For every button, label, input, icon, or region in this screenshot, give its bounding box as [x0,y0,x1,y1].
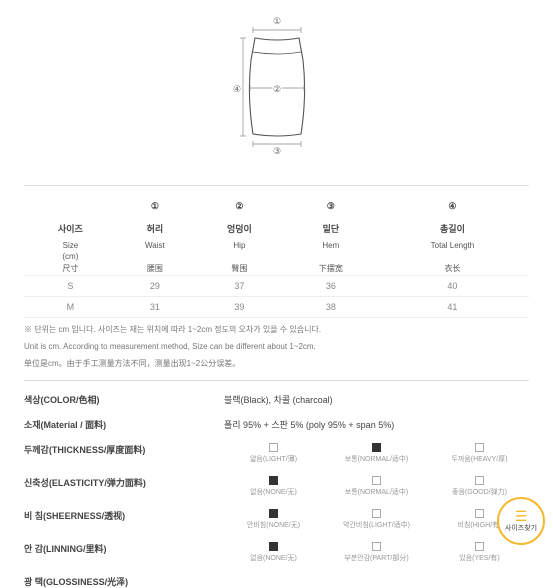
scale-label: 보통(NORMAL/适中) [327,454,426,464]
row-material: 소재(Material / 面料) 폴리 95% + 스판 5% (poly 9… [24,418,529,431]
label-material: 소재(Material / 面料) [24,418,224,431]
skirt-diagram: ① ④ ② ③ [24,16,529,161]
scale-option: 좋음(GOOD/弹力) [430,476,529,497]
scale-option: 약간비침(LIGHT/适中) [327,509,426,530]
table-row: S 29 37 36 40 [24,276,529,297]
scale-label: 없음(NONE/无) [224,487,323,497]
scale-option: 안비침(NONE/无) [224,509,323,530]
row-glossiness: 광 택(GLOSSINESS/光泽) [24,575,529,588]
scale-box [372,509,381,518]
row-elasticity: 신축성(ELASTICITY/弹力面料) 없음(NONE/无) 보통(NORMAL… [24,476,529,497]
th-length: 총길이 [376,217,529,240]
sub-hip: Hip [193,240,286,251]
label-sheerness: 비 침(SHEERNESS/透视) [24,509,224,522]
scale-option: 없음(NONE/无) [224,476,323,497]
scale-thickness: 얇음(LIGHT/薄) 보통(NORMAL/适中) 두꺼움(HEAVY/厚) [224,443,529,464]
th-waist: 허리 [117,217,193,240]
scale-label: 보통(NORMAL/适中) [327,487,426,497]
scale-label: 안비침(NONE/无) [224,520,323,530]
th-hip: 엉덩이 [193,217,286,240]
scale-elasticity: 없음(NONE/无) 보통(NORMAL/适中) 좋음(GOOD/弹力) [224,476,529,497]
note-3: 单位是cm。由于手工测量方法不同，测量出现1~2公分误差。 [24,358,529,371]
size-table: ① ② ③ ④ 사이즈 허리 엉덩이 밑단 총길이 Size Waist Hip… [24,196,529,318]
sub2-waist: 腰围 [117,262,193,276]
scale-label: 있음(YES/有) [430,553,529,563]
scale-label: 두꺼움(HEAVY/厚) [430,454,529,464]
sub2-hip: 臀围 [193,262,286,276]
col-marker-1: ① [151,201,159,212]
marker-2: ② [272,84,280,94]
scale-option: 얇음(LIGHT/薄) [224,443,323,464]
note-1: ※ 단위는 cm 입니다. 사이즈는 재는 위치에 따라 1~2cm 정도의 오… [24,324,529,337]
label-elasticity: 신축성(ELASTICITY/弹力面料) [24,476,224,489]
marker-3: ③ [272,146,280,156]
value-color: 블랙(Black), 차콜 (charcoal) [224,393,529,406]
scale-box [269,542,278,551]
label-thickness: 두께감(THICKNESS/厚度面料) [24,443,224,456]
scale-box [372,443,381,452]
label-lining: 안 감(LINNING/里料) [24,542,224,555]
scale-label: 없음(NONE/无) [224,553,323,563]
col-marker-2: ② [235,201,243,212]
sub-waist: Waist [117,240,193,251]
label-glossiness: 광 택(GLOSSINESS/光泽) [24,575,224,588]
th-size: 사이즈 [24,217,117,240]
sub2-hem: 下摆宽 [286,262,376,276]
sub2-size: 尺寸 [24,262,117,276]
col-marker-3: ③ [327,201,335,212]
table-row: M 31 39 38 41 [24,297,529,318]
scale-box [372,476,381,485]
label-color: 색상(COLOR/色相) [24,393,224,406]
scale-box [269,443,278,452]
note-2: Unit is cm. According to measurement met… [24,341,529,354]
marker-1: ① [272,16,280,26]
row-color: 색상(COLOR/色相) 블랙(Black), 차콜 (charcoal) [24,393,529,406]
sub-hem: Hem [286,240,376,251]
divider [24,380,529,381]
scale-box [372,542,381,551]
sub-size: Size [24,240,117,251]
scale-label: 부분안감(PART/部分) [327,553,426,563]
scale-label: 좋음(GOOD/弹力) [430,487,529,497]
row-thickness: 두께감(THICKNESS/厚度面料) 얇음(LIGHT/薄) 보통(NORMAL… [24,443,529,464]
row-sheerness: 비 침(SHEERNESS/透视) 안비침(NONE/无) 약간비침(LIGHT/… [24,509,529,530]
scale-box [475,509,484,518]
size-finder-badge[interactable]: ☰ 사이즈찾기 [497,497,545,545]
col-marker-4: ④ [448,201,456,212]
scale-box [475,476,484,485]
scale-sheerness: 안비침(NONE/无)약간비침(LIGHT/适中)비침(HIGH/有) [224,509,529,530]
scale-label: 얇음(LIGHT/薄) [224,454,323,464]
scale-option: 두꺼움(HEAVY/厚) [430,443,529,464]
scale-box [269,509,278,518]
scale-label: 약간비침(LIGHT/适中) [327,520,426,530]
value-material: 폴리 95% + 스판 5% (poly 95% + span 5%) [224,418,529,431]
scale-box [269,476,278,485]
sub2-length: 衣长 [376,262,529,276]
layers-icon: ☰ [499,509,543,524]
scale-box [475,443,484,452]
scale-option: 보통(NORMAL/适中) [327,443,426,464]
sub-cm: (cm) [24,251,117,262]
scale-box [475,542,484,551]
divider [24,185,529,186]
badge-text: 사이즈찾기 [499,525,543,533]
scale-option: 보통(NORMAL/适中) [327,476,426,497]
marker-4: ④ [232,84,240,94]
sub-length: Total Length [376,240,529,251]
th-hem: 밑단 [286,217,376,240]
